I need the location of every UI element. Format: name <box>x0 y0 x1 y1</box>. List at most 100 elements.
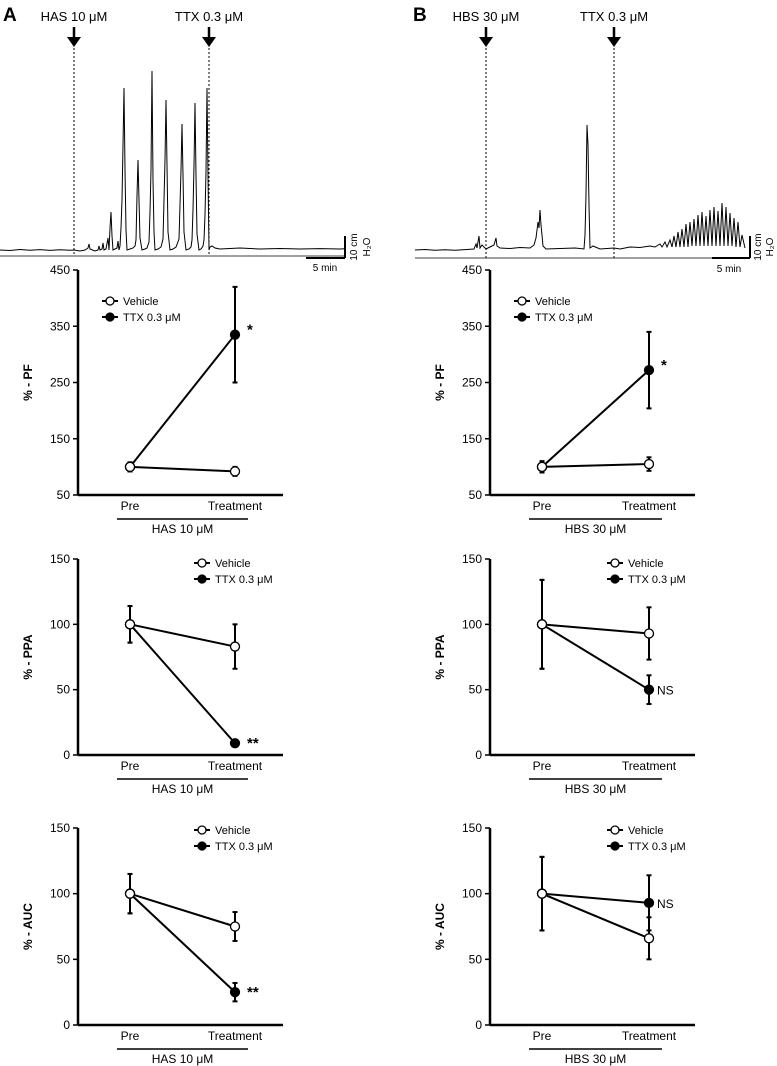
y-tick-label: 100 <box>462 887 482 901</box>
y-tick-label: 100 <box>462 617 482 631</box>
legend-marker <box>105 296 115 306</box>
legend-marker <box>610 558 620 568</box>
chart-b-pf: 50 150 250 350 450 % - PF Pre Treatment HBS 30 μ… <box>433 263 695 536</box>
x-tick-label: Treatment <box>208 1029 263 1043</box>
legend: Vehicle TTX 0.3 μM <box>607 558 686 586</box>
legend-item: TTX 0.3 μM <box>607 841 686 853</box>
legend: Vehicle TTX 0.3 μM <box>194 825 273 853</box>
data-point <box>229 329 241 340</box>
scale-bar-b: 10 cm H₂O 5 min <box>712 233 776 275</box>
treatment-label: HBS 30 μM <box>565 1052 627 1066</box>
y-tick-label: 50 <box>57 952 71 966</box>
y-tick-label: 150 <box>50 552 70 566</box>
x-tick-label: Treatment <box>622 499 677 513</box>
scale-bar-a: 10 cm H₂O 5 min <box>306 233 373 274</box>
chart-a-ppa: 0 50 100 150 % - PPA Pre Treatment HAS 10 μM ** V… <box>21 552 283 796</box>
legend-item: Vehicle <box>607 825 663 837</box>
ttx-label-b: TTX 0.3 μM <box>580 9 648 24</box>
significance-label: ** <box>247 735 259 752</box>
drug-label-b: HBS 30 μM <box>453 9 520 24</box>
series-ttx <box>536 578 655 706</box>
y-tick-label: 50 <box>469 952 483 966</box>
significance-label: NS <box>657 684 674 698</box>
legend-marker <box>105 312 115 322</box>
charts-layer: 50 150 250 350 450 % - PF Pre Treatment HAS 10 μ… <box>21 263 695 1066</box>
data-point <box>124 619 136 630</box>
significance-label: * <box>247 322 253 339</box>
y-axis-label: % - AUC <box>21 903 35 950</box>
legend-label: Vehicle <box>628 558 663 570</box>
significance-label: NS <box>657 897 674 911</box>
chart-a-auc: 0 50 100 150 % - AUC Pre Treatment HAS 10 μM ** V… <box>21 821 283 1066</box>
y-tick-label: 0 <box>475 1018 482 1032</box>
scale-x-label-a: 5 min <box>313 263 337 274</box>
series-line <box>541 463 650 468</box>
series-line <box>541 892 650 904</box>
legend-label: TTX 0.3 μM <box>628 841 686 853</box>
treatment-label: HAS 10 μM <box>152 1052 214 1066</box>
treatment-label: HBS 30 μM <box>565 782 627 796</box>
legend-item: Vehicle <box>102 296 158 308</box>
legend-label: Vehicle <box>215 825 250 837</box>
series-line <box>541 892 650 940</box>
series-ttx <box>536 330 655 474</box>
legend: Vehicle TTX 0.3 μM <box>102 296 181 324</box>
legend-item: Vehicle <box>607 558 663 570</box>
legend-label: TTX 0.3 μM <box>535 312 593 324</box>
data-point <box>124 888 136 899</box>
y-axis-label: % - PF <box>433 364 447 401</box>
legend-item: TTX 0.3 μM <box>194 841 273 853</box>
legend-marker <box>197 841 207 851</box>
legend-label: Vehicle <box>123 296 158 308</box>
y-axis-label: % - AUC <box>433 903 447 950</box>
y-tick-label: 150 <box>462 552 482 566</box>
x-tick-label: Treatment <box>622 1029 677 1043</box>
series-vehicle <box>124 461 241 477</box>
data-point <box>643 364 655 376</box>
scale-y-unit-a: H₂O <box>362 237 373 256</box>
pressure-trace-a <box>0 70 346 252</box>
x-tick-label: Pre <box>121 499 140 513</box>
legend-marker <box>197 558 207 568</box>
panel-letter-b: B <box>413 5 427 26</box>
panel-letter-a: A <box>3 5 17 26</box>
ttx-label-a: TTX 0.3 μM <box>175 9 243 24</box>
chart-a-pf: 50 150 250 350 450 % - PF Pre Treatment HAS 10 μ… <box>21 263 283 536</box>
y-tick-label: 50 <box>57 488 71 502</box>
chart-b-ppa: 0 50 100 150 % - PPA Pre Treatment HBS 30 μM NS V… <box>433 552 695 796</box>
y-tick-label: 0 <box>475 748 482 762</box>
data-point <box>229 738 241 749</box>
scale-x-label-b: 5 min <box>717 264 741 275</box>
chart-b-auc: 0 50 100 150 % - AUC Pre Treatment HBS 30 μM NS V… <box>433 821 695 1066</box>
legend-marker <box>197 574 207 584</box>
data-point <box>643 897 655 909</box>
x-tick-label: Treatment <box>622 759 677 773</box>
x-tick-label: Pre <box>533 759 552 773</box>
treatment-label: HBS 30 μM <box>565 522 627 536</box>
series-vehicle <box>124 872 241 942</box>
series-line <box>129 623 236 744</box>
y-tick-label: 0 <box>63 748 70 762</box>
data-point <box>536 461 548 473</box>
legend-item: TTX 0.3 μM <box>607 574 686 586</box>
data-point <box>536 888 548 899</box>
legend-marker <box>517 312 527 322</box>
legend-item: TTX 0.3 μM <box>194 574 273 586</box>
x-tick-label: Pre <box>121 759 140 773</box>
series-line <box>541 623 650 635</box>
y-tick-label: 100 <box>50 617 70 631</box>
y-tick-label: 150 <box>462 432 482 446</box>
x-tick-label: Treatment <box>208 759 263 773</box>
legend-item: Vehicle <box>194 558 250 570</box>
series-line <box>129 334 236 468</box>
arrow-down-icon <box>202 27 216 47</box>
series-vehicle <box>536 456 655 474</box>
data-point <box>124 461 136 473</box>
legend-label: TTX 0.3 μM <box>215 574 273 586</box>
series-line <box>129 623 236 648</box>
scale-y-label-b: 10 cm <box>753 233 764 260</box>
series-line <box>541 623 650 691</box>
data-point <box>229 466 241 477</box>
series-line <box>129 892 236 928</box>
